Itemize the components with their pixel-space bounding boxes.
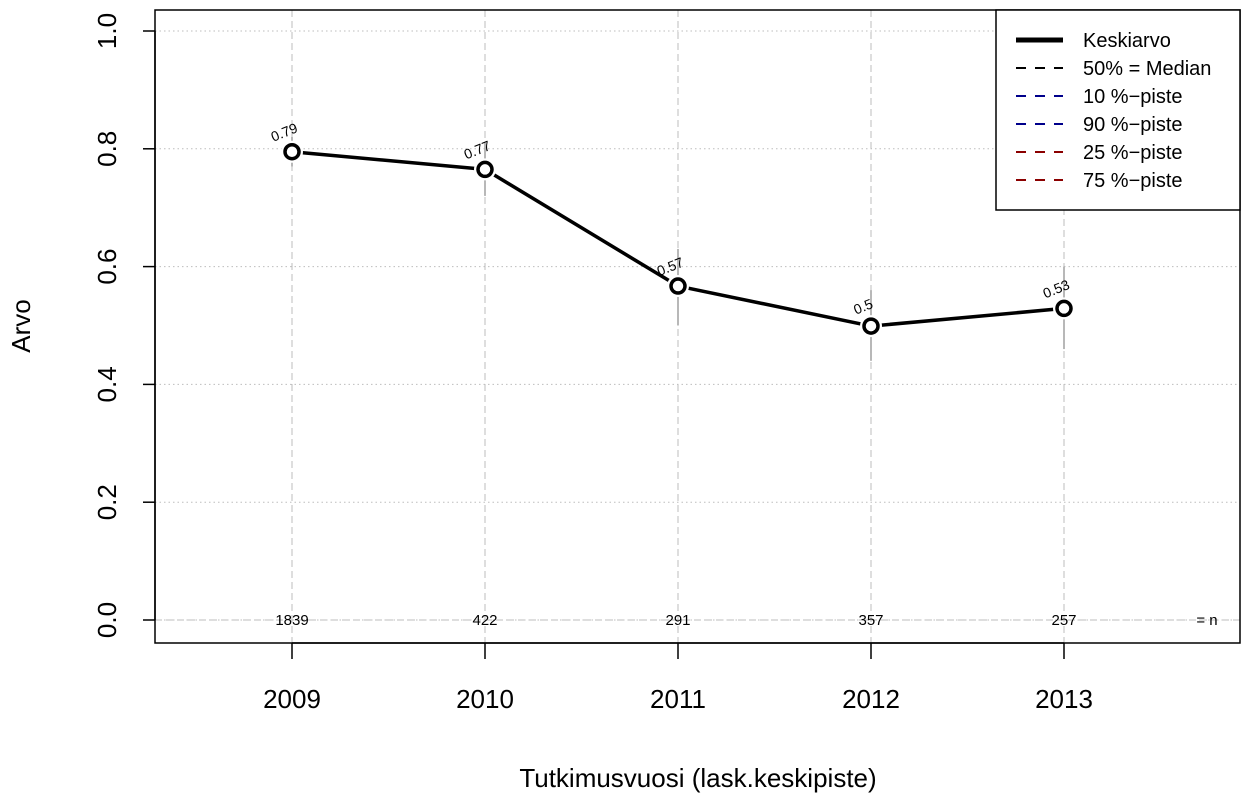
y-axis: 0.0 0.2 0.4 0.6 0.8 1.0 [92,13,156,638]
legend-label: 75 %−piste [1083,170,1183,192]
legend-label: 10 %−piste [1083,86,1183,108]
x-axis: 2009 2010 2011 2012 2013 [263,642,1093,714]
data-point [283,142,301,161]
x-axis-label: Tutkimusvuosi (lask.keskipiste) [519,763,876,793]
n-value-label: 1839 [275,612,308,629]
data-label: 0.57 [654,254,685,279]
data-point [669,277,687,295]
y-tick-label: 0.8 [92,131,122,167]
y-tick-label: 1.0 [92,13,122,49]
legend-label: Keskiarvo [1083,30,1171,52]
n-legend-label: = n [1196,612,1217,629]
n-values: 1839 422 291 357 257 = n [275,612,1217,629]
legend: Keskiarvo 50% = Median 10 %−piste 90 %−pist… [995,9,1241,211]
y-tick-label: 0.2 [92,484,122,520]
data-point [862,317,880,335]
mean-series: 0.79 0.77 0.57 0.5 0.53 [268,120,1075,338]
x-tick-label: 2013 [1035,684,1093,714]
n-value-label: 257 [1051,612,1076,629]
y-tick-label: 0.0 [92,602,122,638]
data-point [1055,299,1073,318]
legend-box [995,9,1241,211]
data-label: 0.79 [268,120,299,145]
y-tick-label: 0.6 [92,249,122,285]
x-tick-label: 2011 [650,684,706,714]
legend-label: 90 %−piste [1083,114,1183,136]
n-value-label: 291 [665,612,690,629]
y-tick-label: 0.4 [92,366,122,402]
x-tick-label: 2009 [263,684,321,714]
data-point [476,160,494,179]
n-value-label: 357 [858,612,883,629]
n-value-label: 422 [472,612,497,629]
data-label: 0.77 [461,137,492,162]
y-axis-label: Arvo [6,299,36,352]
x-tick-label: 2010 [456,684,514,714]
data-label: 0.5 [851,295,875,317]
x-tick-label: 2012 [842,684,900,714]
legend-label: 25 %−piste [1083,142,1183,164]
legend-label: 50% = Median [1083,58,1211,80]
data-label: 0.53 [1040,276,1071,301]
